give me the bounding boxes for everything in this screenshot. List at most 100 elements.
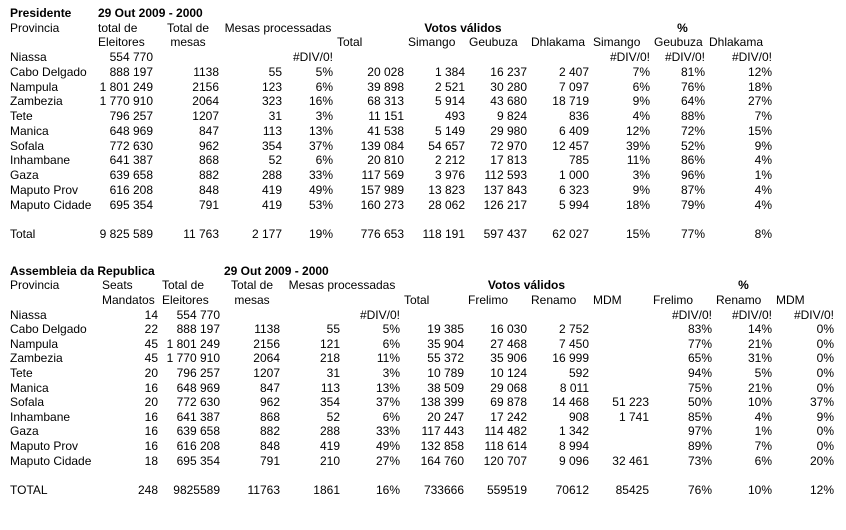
- value-cell: 54 657: [428, 138, 465, 153]
- province-cell: Total: [10, 227, 36, 242]
- value-cell: [591, 308, 651, 323]
- header-mesas-line1: Total de: [166, 20, 210, 35]
- header-pct-mdm: MDM: [776, 292, 805, 307]
- table-row: Nampula 45 1 801 249 2156 121 6% 35 904 27 468 7…: [8, 337, 836, 352]
- value-cell: 4%: [754, 153, 772, 168]
- value-cell: 2156: [253, 336, 280, 351]
- assembly-header-row-2: Mandatos Eleitores mesas Total Frelimo R…: [8, 293, 836, 308]
- value-cell: 2 521: [434, 79, 465, 94]
- value-cell: 639 658: [109, 168, 153, 183]
- province-cell: Maputo Prov: [10, 438, 79, 453]
- value-cell: 5%: [754, 365, 772, 380]
- value-cell: 354: [261, 138, 282, 153]
- value-cell: 9%: [816, 409, 834, 424]
- value-cell: 126 217: [483, 197, 527, 212]
- value-cell: 554 770: [176, 307, 220, 322]
- group-header-percent: %: [677, 20, 688, 35]
- value-cell: 772 630: [109, 138, 153, 153]
- province-cell: Niassa: [10, 307, 47, 322]
- value-cell: 4%: [754, 182, 772, 197]
- value-cell: 76%: [687, 482, 712, 497]
- empty-cell: [8, 213, 774, 228]
- value-cell: 9%: [632, 182, 650, 197]
- value-cell: 0%: [816, 438, 834, 453]
- value-cell: 20: [144, 395, 158, 410]
- value-cell: 868: [259, 409, 280, 424]
- value-cell: 847: [198, 123, 219, 138]
- table-row: Sofala 20 772 630 962 354 37% 138 399 69 878 14 …: [8, 395, 836, 410]
- value-cell: 419: [261, 182, 282, 197]
- province-cell: Nampula: [10, 79, 59, 94]
- value-cell: 65%: [687, 351, 712, 366]
- value-cell: 882: [259, 424, 280, 439]
- value-cell: 1%: [754, 168, 772, 183]
- value-cell: 6%: [754, 453, 772, 468]
- empty-cell: [402, 264, 836, 279]
- header-pct-frelimo: Frelimo: [653, 292, 694, 307]
- empty-cell: [8, 468, 836, 483]
- value-cell: 14%: [747, 322, 772, 337]
- value-cell: 9%: [754, 138, 772, 153]
- value-cell: 1138: [254, 322, 280, 337]
- value-cell: 53%: [308, 197, 333, 212]
- value-cell: [591, 439, 651, 454]
- value-cell: 0%: [816, 336, 834, 351]
- president-total-body: Total 9 825 589 11 763 2 177 19% 776 653 118 1…: [8, 227, 774, 242]
- province-cell: Tete: [10, 109, 33, 124]
- value-cell: 86%: [680, 153, 705, 168]
- value-cell: 3%: [315, 109, 333, 124]
- value-cell: 160 273: [360, 197, 404, 212]
- value-cell: 6 409: [558, 123, 589, 138]
- value-cell: 1861: [313, 482, 340, 497]
- value-cell: 18: [144, 453, 158, 468]
- value-cell: 39 898: [367, 79, 404, 94]
- value-cell: 7%: [632, 64, 650, 79]
- value-cell: 30 280: [490, 79, 527, 94]
- value-cell: 43 680: [490, 94, 527, 109]
- value-cell: 18%: [625, 197, 650, 212]
- province-cell: Inhambane: [10, 153, 71, 168]
- value-cell: 908: [568, 409, 589, 424]
- value-cell: 68 313: [367, 94, 404, 109]
- value-cell: 97%: [687, 424, 712, 439]
- value-cell: 11%: [376, 351, 400, 366]
- value-cell: 132 858: [420, 438, 464, 453]
- assembly-table-body: Niassa 14 554 770 #DIV/0! #DIV/0! #DIV/0! #DIV…: [8, 308, 836, 469]
- value-cell: 554 770: [109, 50, 153, 65]
- value-cell: 7 450: [558, 336, 589, 351]
- header-votes-frelimo: Frelimo: [468, 292, 509, 307]
- value-cell: 55: [268, 64, 282, 79]
- header-votes-mdm: MDM: [593, 292, 622, 307]
- value-cell: 9%: [632, 94, 650, 109]
- value-cell: 10 789: [427, 365, 464, 380]
- assembly-spacer: [8, 468, 836, 483]
- value-cell: 6%: [632, 79, 650, 94]
- value-cell: 1 770 910: [99, 94, 153, 109]
- value-cell: 13 823: [428, 182, 465, 197]
- value-cell: 18 719: [552, 94, 589, 109]
- value-cell: 89%: [687, 438, 712, 453]
- value-cell: [529, 50, 591, 65]
- province-cell: Gaza: [10, 168, 39, 183]
- empty-cell: [335, 6, 774, 21]
- value-cell: 6%: [315, 153, 333, 168]
- assembly-table: Assembleia da Republica 29 Out 2009 - 20…: [8, 264, 836, 498]
- value-cell: 210: [319, 453, 340, 468]
- value-cell: 288: [261, 168, 282, 183]
- header-mesas-processadas: Mesas processadas: [224, 20, 332, 35]
- value-cell: 49%: [375, 438, 400, 453]
- value-cell: 888 197: [109, 64, 153, 79]
- value-cell: 88%: [680, 109, 705, 124]
- value-cell: 37%: [308, 138, 333, 153]
- empty-cell: [8, 293, 100, 308]
- value-cell: 16%: [375, 482, 400, 497]
- header-eleitores-line2: Eleitores: [162, 292, 209, 307]
- table-row: Manica 648 969 847 113 13% 41 538 5 149 29 980 6…: [8, 124, 774, 139]
- value-cell: 123: [261, 79, 282, 94]
- value-cell: #DIV/0!: [731, 50, 772, 65]
- value-cell: 1 342: [558, 424, 589, 439]
- value-cell: 55 372: [427, 351, 464, 366]
- value-cell: 29 068: [490, 380, 527, 395]
- value-cell: 69 878: [490, 395, 527, 410]
- value-cell: 559519: [486, 482, 527, 497]
